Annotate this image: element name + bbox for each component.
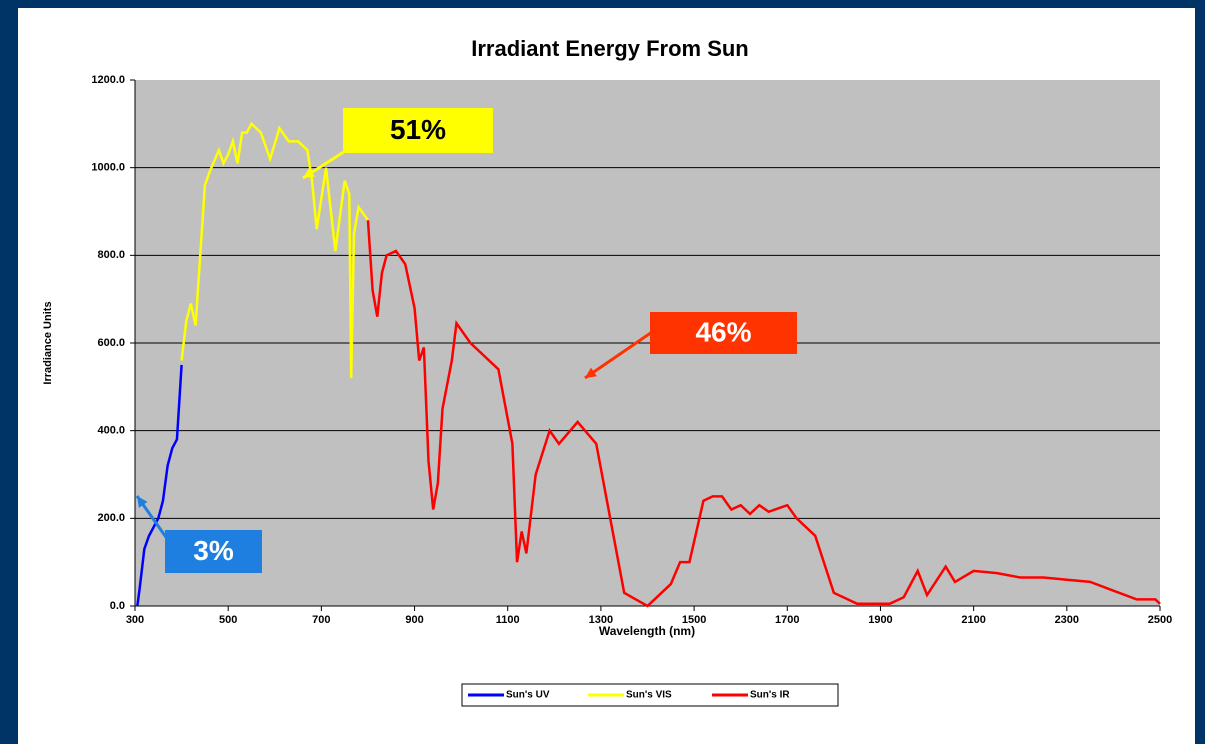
y-tick-label: 200.0	[97, 512, 125, 524]
annotation-box	[343, 108, 493, 153]
y-tick-label: 800.0	[97, 249, 125, 261]
x-tick-label: 1500	[682, 614, 706, 626]
x-tick-label: 900	[405, 614, 423, 626]
annotation-box	[165, 530, 262, 573]
series-line	[180, 121, 369, 379]
legend-label: Sun's VIS	[626, 690, 672, 701]
annotation-arrowhead	[585, 367, 597, 378]
annotation-arrowhead	[303, 167, 315, 178]
x-tick-label: 1100	[496, 614, 520, 626]
y-tick-label: 600.0	[97, 337, 125, 349]
x-tick-label: 1300	[589, 614, 613, 626]
x-tick-label: 1900	[868, 614, 892, 626]
x-tick-label: 1700	[775, 614, 799, 626]
annotation-text: 3%	[193, 535, 234, 566]
y-tick-label: 1200.0	[91, 74, 125, 86]
series-line	[136, 364, 183, 607]
series-line	[366, 220, 1161, 608]
x-tick-label: 500	[219, 614, 237, 626]
legend-label: Sun's UV	[506, 690, 550, 701]
x-tick-label: 300	[126, 614, 144, 626]
y-tick-label: 1000.0	[91, 162, 125, 174]
y-axis-label: Irradiance Units	[42, 301, 54, 384]
x-tick-label: 2500	[1148, 614, 1172, 626]
annotation-arrowhead	[137, 496, 148, 508]
y-tick-label: 400.0	[97, 425, 125, 437]
chart-title: Irradiant Energy From Sun	[471, 36, 749, 61]
x-tick-label: 700	[312, 614, 330, 626]
annotation-text: 46%	[695, 316, 751, 347]
x-tick-label: 2300	[1055, 614, 1079, 626]
annotation-box	[650, 312, 797, 354]
legend-label: Sun's IR	[750, 690, 790, 701]
annotation-text: 51%	[390, 114, 446, 145]
legend-box	[461, 683, 839, 707]
y-tick-label: 0.0	[110, 600, 125, 612]
x-tick-label: 2100	[961, 614, 985, 626]
x-axis-label: Wavelength (nm)	[599, 624, 695, 638]
annotation-arrow	[584, 328, 656, 380]
